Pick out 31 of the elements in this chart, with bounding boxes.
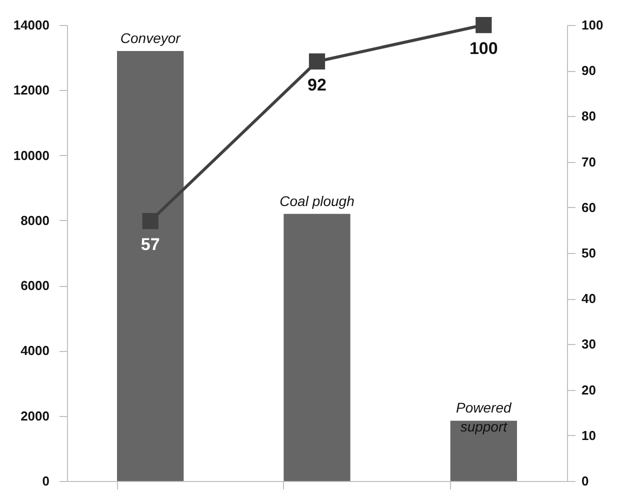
y2-tick-label: 90: [582, 63, 596, 78]
data-label: 92: [308, 75, 326, 94]
data-label: 100: [469, 39, 498, 58]
x-tick-label: Powered support: [456, 400, 513, 435]
bar: [117, 51, 184, 481]
point: [142, 213, 158, 230]
y-tick-label: 2000: [20, 408, 50, 424]
y2-tick-label: 70: [582, 154, 596, 170]
y2-tick-label: 10: [582, 428, 596, 443]
y2-tick-label: 100: [582, 18, 604, 32]
y2-tick-label: 0: [582, 474, 589, 488]
y2-tick-label: 80: [582, 108, 596, 124]
y-tick-label: 12000: [13, 82, 50, 98]
bar: [284, 214, 350, 481]
y2-tick-label: 60: [582, 200, 596, 215]
x-tick-label: Conveyor: [120, 30, 182, 46]
point: [476, 16, 492, 34]
data-label: 57: [140, 235, 160, 254]
x-tick-label: Coal plough: [280, 192, 355, 209]
y2-tick-label: 30: [582, 336, 596, 352]
y2-tick-label: 20: [582, 382, 596, 398]
point: [308, 53, 326, 70]
y-tick-label: 0: [42, 474, 50, 488]
y2-tick-label: 40: [582, 291, 596, 306]
y-tick-label: 10000: [13, 148, 50, 163]
y-tick-label: 6000: [20, 278, 50, 294]
y-tick-label: 8000: [20, 212, 50, 228]
bar: [450, 420, 517, 481]
y-tick-label: 4000: [20, 343, 50, 358]
y2-tick-label: 50: [582, 246, 596, 260]
y-tick-label: 14000: [13, 18, 50, 32]
